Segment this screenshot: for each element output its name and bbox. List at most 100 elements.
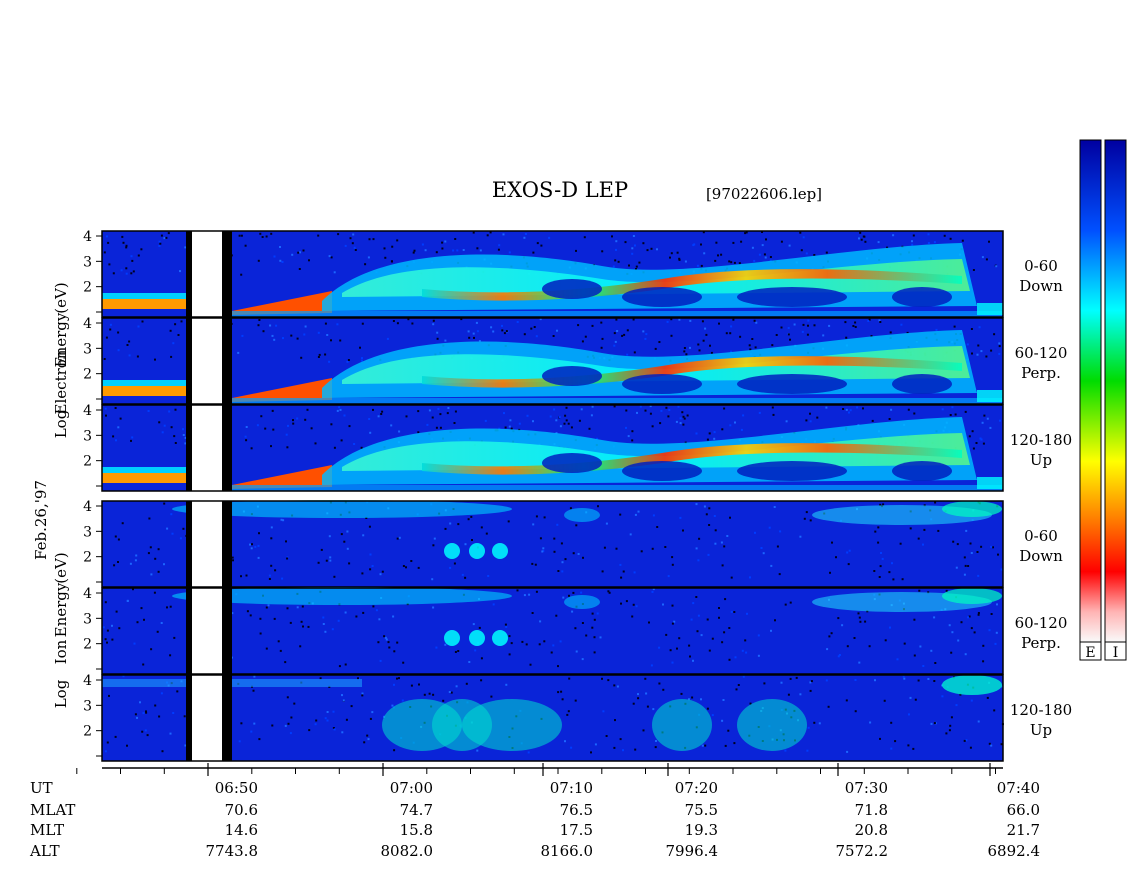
time-axis bbox=[76, 763, 1003, 776]
data-gap bbox=[192, 318, 222, 404]
direction-label: Down bbox=[1019, 277, 1063, 295]
direction-label: Down bbox=[1019, 547, 1063, 565]
gap-edge bbox=[222, 501, 232, 587]
orbit-value: 07:40 bbox=[997, 779, 1040, 797]
gap-edge bbox=[186, 501, 192, 587]
data-features bbox=[172, 587, 1002, 646]
ion_ylabel-word: Energy bbox=[52, 582, 70, 637]
y-tick-label: 2 bbox=[83, 637, 92, 653]
orbit-value: 76.5 bbox=[560, 801, 593, 819]
pitch-angle-label: 120-180 bbox=[1010, 701, 1072, 719]
gap-edge bbox=[186, 231, 192, 317]
orbit-row-label: ALT bbox=[29, 842, 60, 860]
panel-ion-120-180: 4 3 2 120-180 Up bbox=[83, 673, 1072, 762]
orbit-value: 6892.4 bbox=[988, 842, 1041, 860]
orbit-value: 06:50 bbox=[215, 779, 258, 797]
orbit-value: 07:00 bbox=[390, 779, 433, 797]
direction-label: Perp. bbox=[1021, 364, 1061, 382]
gap-edge bbox=[222, 675, 232, 761]
y-tick-label: 4 bbox=[83, 403, 92, 419]
y-tick-label: 3 bbox=[83, 341, 92, 357]
electron_ylabel-word: (eV) bbox=[52, 282, 70, 313]
colorbar-i-label-box bbox=[1104, 641, 1127, 661]
data-gap bbox=[192, 501, 222, 587]
colorbar-ion bbox=[1104, 139, 1127, 643]
colorbar-e-label: E bbox=[1085, 645, 1095, 661]
pitch-angle-label: 0-60 bbox=[1024, 527, 1058, 545]
pitch-angle-label: 0-60 bbox=[1024, 257, 1058, 275]
pitch-angle-label: 60-120 bbox=[1015, 614, 1068, 632]
orbit-value: 15.8 bbox=[400, 821, 433, 839]
file-label: [97022606.lep] bbox=[706, 185, 822, 203]
y-tick-label: 2 bbox=[83, 367, 92, 383]
data-gap bbox=[192, 405, 222, 491]
panel-frame bbox=[101, 230, 1004, 318]
spectrogram-panels: 4 3 2 0-60 Down 4 3 2 60-120 Perp. 4 3 2 120-180 Up 4 3 2… bbox=[83, 229, 1072, 762]
orbit-row-label: MLAT bbox=[30, 801, 75, 819]
orbit-value: 7743.8 bbox=[206, 842, 259, 860]
gap-edge bbox=[222, 405, 232, 491]
data-features bbox=[102, 330, 1003, 404]
colorbar-i-label: I bbox=[1113, 645, 1119, 661]
orbit-value: 75.5 bbox=[685, 801, 718, 819]
orbit-value: 71.8 bbox=[855, 801, 888, 819]
panel-frame bbox=[101, 317, 1004, 405]
electron_ylabel-word: Electron bbox=[52, 349, 70, 414]
y-tick-label: 4 bbox=[83, 229, 92, 245]
data-gap bbox=[192, 231, 222, 317]
orbit-value: 07:30 bbox=[845, 779, 888, 797]
y-tick-label: 2 bbox=[83, 550, 92, 566]
orbit-value: 14.6 bbox=[225, 821, 258, 839]
gap-edge bbox=[222, 318, 232, 404]
panel-frame bbox=[101, 587, 1004, 675]
panel-electron-0-60: 4 3 2 0-60 Down bbox=[83, 229, 1063, 318]
orbit-row-label: UT bbox=[30, 779, 53, 797]
gap-edge bbox=[222, 231, 232, 317]
orbit-value: 7996.4 bbox=[666, 842, 719, 860]
colorbar-e-label-box bbox=[1079, 641, 1102, 661]
gap-edge bbox=[186, 405, 192, 491]
y-tick-label: 4 bbox=[83, 499, 92, 515]
y-tick-label: 4 bbox=[83, 586, 92, 602]
panel-electron-120-180: 4 3 2 120-180 Up bbox=[83, 403, 1072, 492]
y-tick-label: 3 bbox=[83, 698, 92, 714]
data-features bbox=[102, 243, 1003, 317]
electron_ylabel-word: Energy bbox=[52, 312, 70, 367]
gap-edge bbox=[186, 675, 192, 761]
orbit-value: 8166.0 bbox=[541, 842, 594, 860]
data-features bbox=[102, 417, 1003, 491]
chart-title: EXOS-D LEP bbox=[492, 178, 628, 202]
y-tick-label: 3 bbox=[83, 428, 92, 444]
orbit-value: 74.7 bbox=[400, 801, 433, 819]
gap-edge bbox=[186, 318, 192, 404]
orbit-value: 70.6 bbox=[225, 801, 258, 819]
ion_ylabel-word: Ion bbox=[52, 639, 70, 664]
orbit-value: 19.3 bbox=[685, 821, 718, 839]
orbit-value: 07:10 bbox=[550, 779, 593, 797]
panel-ion-60-120: 4 3 2 60-120 Perp. bbox=[83, 586, 1068, 675]
panel-electron-60-120: 4 3 2 60-120 Perp. bbox=[83, 316, 1067, 405]
direction-label: Perp. bbox=[1021, 634, 1061, 652]
y-tick-label: 2 bbox=[83, 454, 92, 470]
y-tick-label: 4 bbox=[83, 316, 92, 332]
gap-edge bbox=[222, 588, 232, 674]
data-gap bbox=[192, 588, 222, 674]
orbit-table: UT 06:50 07:00 07:10 07:20 07:30 07:40 MLAT 70.6… bbox=[29, 779, 1040, 860]
orbit-value: 8082.0 bbox=[381, 842, 434, 860]
colorbar-electron bbox=[1079, 139, 1102, 643]
panel-ion-0-60: 4 3 2 0-60 Down bbox=[83, 499, 1063, 588]
ion_ylabel-word: Log bbox=[52, 679, 70, 708]
gap-edge bbox=[186, 588, 192, 674]
y-tick-label: 3 bbox=[83, 524, 92, 540]
panel-frame bbox=[101, 404, 1004, 492]
direction-label: Up bbox=[1030, 451, 1052, 469]
data-features bbox=[172, 500, 1002, 559]
y-tick-label: 2 bbox=[83, 280, 92, 296]
pitch-angle-label: 120-180 bbox=[1010, 431, 1072, 449]
colorbars: E I bbox=[1079, 139, 1127, 661]
data-gap bbox=[192, 675, 222, 761]
panel-frame bbox=[101, 674, 1004, 762]
y-tick-label: 2 bbox=[83, 724, 92, 740]
